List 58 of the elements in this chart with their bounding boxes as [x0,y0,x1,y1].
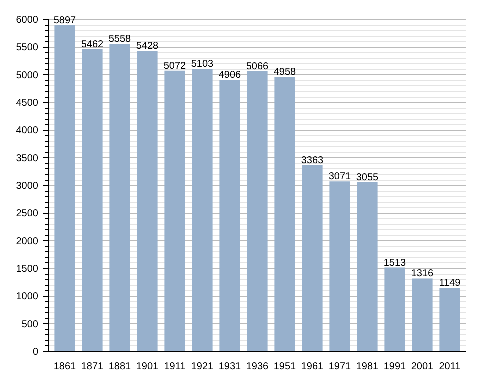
data-label: 5558 [108,34,132,46]
x-tick-label: 1981 [356,362,380,372]
data-label: 1149 [439,278,462,289]
data-label: 5462 [81,39,104,50]
y-tick-label: 3000 [16,181,39,192]
bar [274,77,296,352]
bar [440,288,460,352]
data-label: 5103 [191,59,214,70]
data-label: 3363 [301,155,324,166]
x-tick-label: 1951 [274,362,297,372]
bar [110,44,130,352]
bar [247,71,268,352]
x-tick-label: 1881 [108,362,132,372]
bar [82,49,103,352]
x-tick-label: 1861 [54,362,77,372]
x-tick-label: 2001 [411,362,434,372]
x-tick-label: 1961 [301,362,324,372]
x-tick-label: 1931 [218,362,242,372]
data-label: 5897 [54,15,77,26]
bar [302,165,323,352]
data-label: 1316 [411,268,434,280]
y-tick-label: 5500 [16,42,39,54]
x-tick-label: 1936 [246,362,270,372]
data-label: 3055 [356,172,380,184]
x-tick-label: 1991 [384,362,407,372]
data-label: 4958 [274,67,297,78]
data-label: 4906 [218,70,242,82]
y-tick-label: 1000 [16,292,39,303]
data-label: 5066 [246,61,270,72]
bar [192,69,213,352]
data-label: 1513 [384,258,407,269]
y-tick-label: 1500 [16,264,39,276]
bar [412,278,433,352]
bar [54,25,76,352]
data-label: 3071 [328,172,352,183]
bar [384,268,406,352]
y-tick-label: 2500 [16,208,39,220]
y-tick-label: 500 [22,319,39,330]
y-tick-label: 6000 [16,15,39,26]
y-tick-label: 4500 [16,98,39,110]
data-label: 5072 [164,60,187,72]
y-tick-label: 5000 [16,70,39,82]
y-tick-label: 0 [32,347,39,358]
bar [137,51,158,352]
y-tick-label: 3500 [16,153,39,164]
y-tick-label: 4000 [16,126,39,137]
x-tick-label: 1871 [81,362,104,372]
x-tick-label: 1921 [191,362,214,372]
data-label: 5428 [136,41,160,52]
x-tick-label: 2011 [439,362,462,372]
x-tick-label: 1911 [164,362,186,372]
y-tick-label: 2000 [16,236,39,248]
x-tick-label: 1901 [136,362,160,372]
bar [164,70,186,352]
x-tick-label: 1971 [328,362,352,372]
bar [357,182,378,352]
bar [220,80,240,352]
bar [330,182,350,352]
